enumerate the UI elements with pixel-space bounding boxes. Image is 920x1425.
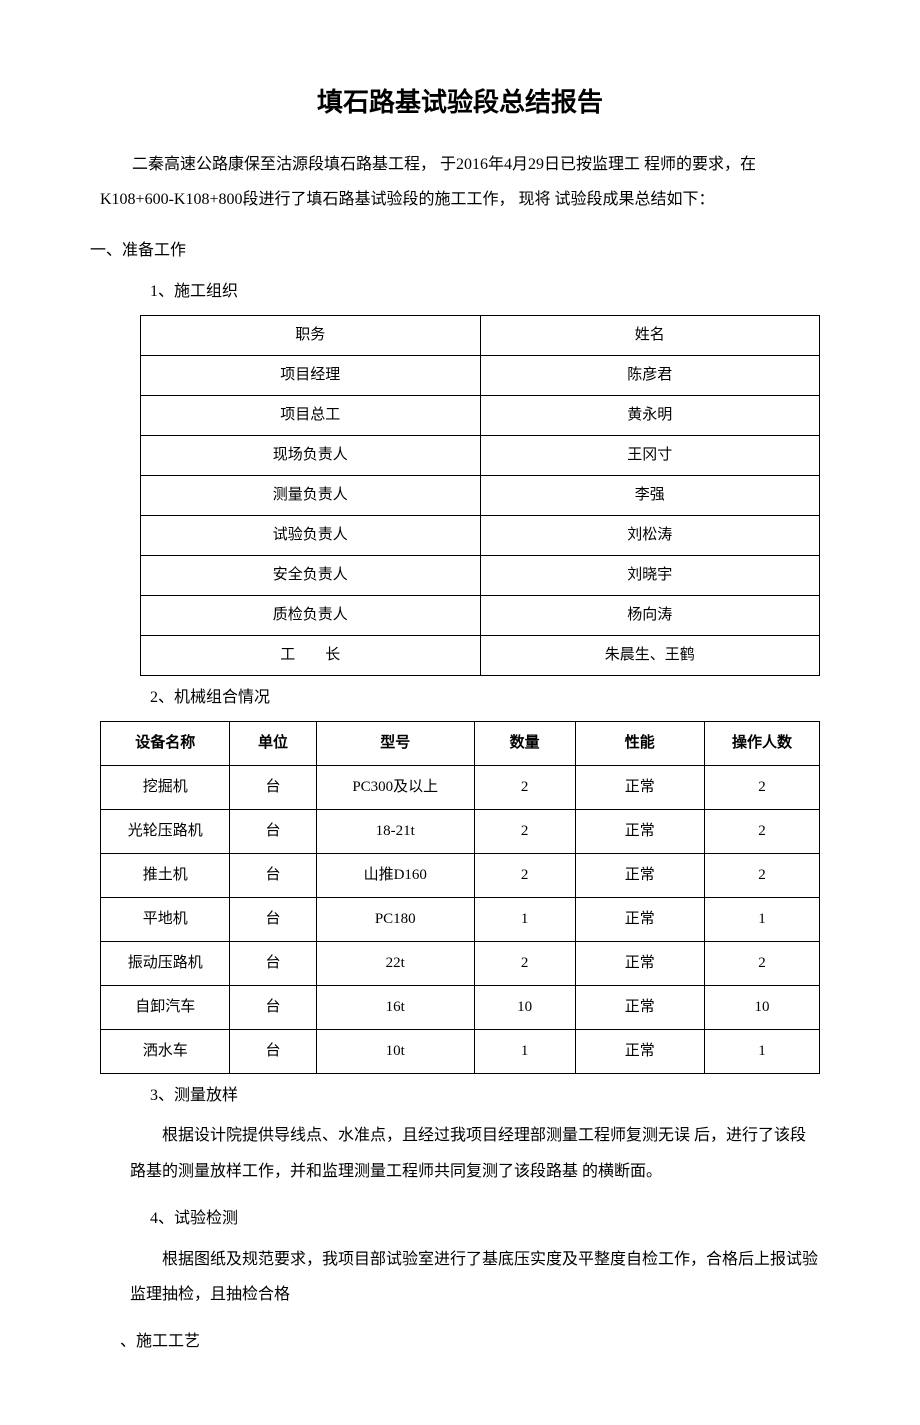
cell-name: 陈彦君 (480, 355, 820, 395)
equipment-table: 设备名称 单位 型号 数量 性能 操作人数 挖掘机 台 PC300及以上 2 正… (100, 721, 820, 1074)
header-name: 姓名 (480, 315, 820, 355)
subsection-1-4-text: 根据图纸及规范要求，我项目部试验室进行了基底压实度及平整度自检工作，合格后上报试… (130, 1242, 820, 1312)
cell-name: 朱晨生、王鹤 (480, 635, 820, 675)
cell: 2 (474, 765, 575, 809)
header-operators: 操作人数 (704, 721, 819, 765)
cell-name: 黄永明 (480, 395, 820, 435)
cell: 22t (316, 941, 474, 985)
header-performance: 性能 (575, 721, 704, 765)
cell: 台 (230, 853, 316, 897)
cell: 洒水车 (101, 1029, 230, 1073)
cell: 推土机 (101, 853, 230, 897)
cell: 台 (230, 941, 316, 985)
cell-name: 王冈寸 (480, 435, 820, 475)
cell: 1 (474, 897, 575, 941)
cell: 台 (230, 809, 316, 853)
cell-name: 李强 (480, 475, 820, 515)
subsection-1-2-label: 2、机械组合情况 (150, 684, 820, 713)
section-1-heading: 一、准备工作 (90, 237, 820, 266)
subsection-1-3-text: 根据设计院提供导线点、水准点，且经过我项目经理部测量工程师复测无误 后，进行了该… (130, 1118, 820, 1188)
table-row: 工 长 朱晨生、王鹤 (141, 635, 820, 675)
table-row: 挖掘机 台 PC300及以上 2 正常 2 (101, 765, 820, 809)
cell: 挖掘机 (101, 765, 230, 809)
cell: 2 (704, 765, 819, 809)
table-row: 安全负责人 刘晓宇 (141, 555, 820, 595)
subsection-1-3-label: 3、测量放样 (150, 1082, 820, 1111)
subsection-1-1-label: 1、施工组织 (150, 278, 820, 307)
cell-name: 杨向涛 (480, 595, 820, 635)
cell: 1 (704, 897, 819, 941)
cell: 2 (704, 941, 819, 985)
cell: 正常 (575, 941, 704, 985)
table-row: 推土机 台 山推D160 2 正常 2 (101, 853, 820, 897)
document-title: 填石路基试验段总结报告 (100, 80, 820, 127)
cell: 正常 (575, 985, 704, 1029)
table-row: 振动压路机 台 22t 2 正常 2 (101, 941, 820, 985)
cell: 正常 (575, 1029, 704, 1073)
table-row: 测量负责人 李强 (141, 475, 820, 515)
cell: 山推D160 (316, 853, 474, 897)
table-header-row: 职务 姓名 (141, 315, 820, 355)
organization-table: 职务 姓名 项目经理 陈彦君 项目总工 黄永明 现场负责人 王冈寸 测量负责人 … (140, 315, 820, 676)
header-role: 职务 (141, 315, 481, 355)
intro-paragraph: 二秦高速公路康保至沽源段填石路基工程， 于2016年4月29日已按监理工 程师的… (100, 147, 820, 217)
cell: PC180 (316, 897, 474, 941)
cell: 2 (704, 853, 819, 897)
cell: PC300及以上 (316, 765, 474, 809)
cell: 正常 (575, 853, 704, 897)
table-row: 洒水车 台 10t 1 正常 1 (101, 1029, 820, 1073)
table-row: 试验负责人 刘松涛 (141, 515, 820, 555)
cell-role: 测量负责人 (141, 475, 481, 515)
table-row: 光轮压路机 台 18-21t 2 正常 2 (101, 809, 820, 853)
cell: 1 (474, 1029, 575, 1073)
cell: 10 (474, 985, 575, 1029)
header-quantity: 数量 (474, 721, 575, 765)
table-row: 质检负责人 杨向涛 (141, 595, 820, 635)
cell: 正常 (575, 765, 704, 809)
table-row: 现场负责人 王冈寸 (141, 435, 820, 475)
cell: 16t (316, 985, 474, 1029)
header-model: 型号 (316, 721, 474, 765)
cell-role: 现场负责人 (141, 435, 481, 475)
cell: 2 (474, 941, 575, 985)
cell: 正常 (575, 809, 704, 853)
table-row: 项目经理 陈彦君 (141, 355, 820, 395)
table-header-row: 设备名称 单位 型号 数量 性能 操作人数 (101, 721, 820, 765)
cell-role: 工 长 (141, 635, 481, 675)
cell: 振动压路机 (101, 941, 230, 985)
cell: 2 (474, 853, 575, 897)
table-row: 自卸汽车 台 16t 10 正常 10 (101, 985, 820, 1029)
cell-role: 安全负责人 (141, 555, 481, 595)
cell: 2 (704, 809, 819, 853)
cell: 1 (704, 1029, 819, 1073)
header-unit: 单位 (230, 721, 316, 765)
cell: 光轮压路机 (101, 809, 230, 853)
cell: 18-21t (316, 809, 474, 853)
table-row: 平地机 台 PC180 1 正常 1 (101, 897, 820, 941)
cell: 台 (230, 1029, 316, 1073)
cell-role: 项目经理 (141, 355, 481, 395)
subsection-1-4-label: 4、试验检测 (150, 1205, 820, 1234)
cell-role: 质检负责人 (141, 595, 481, 635)
cell: 台 (230, 897, 316, 941)
cell: 台 (230, 985, 316, 1029)
cell: 正常 (575, 897, 704, 941)
cell-role: 项目总工 (141, 395, 481, 435)
section-2-heading: 、施工工艺 (120, 1328, 820, 1357)
table-row: 项目总工 黄永明 (141, 395, 820, 435)
cell: 台 (230, 765, 316, 809)
cell: 自卸汽车 (101, 985, 230, 1029)
cell-name: 刘松涛 (480, 515, 820, 555)
cell: 10 (704, 985, 819, 1029)
cell: 10t (316, 1029, 474, 1073)
header-equipment: 设备名称 (101, 721, 230, 765)
cell-name: 刘晓宇 (480, 555, 820, 595)
cell: 2 (474, 809, 575, 853)
cell: 平地机 (101, 897, 230, 941)
cell-role: 试验负责人 (141, 515, 481, 555)
